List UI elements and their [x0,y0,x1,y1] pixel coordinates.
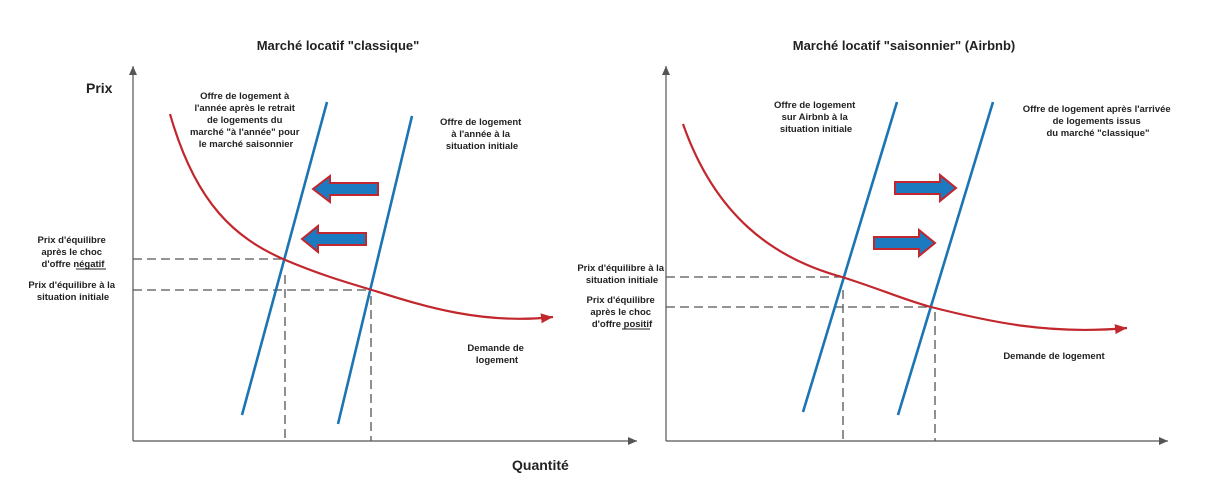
right-positif-emphasis: positif [624,319,653,330]
right-supply-initial-label: Offre de logement sur Airbnb à la situat… [774,100,858,135]
left-supply-shifted-label: Offre de logement à l'année après le ret… [190,91,302,150]
right-supply-initial-curve [801,101,899,413]
right-demand-curve [681,123,1128,335]
right-supply-shifted-label: Offre de logement après l'arrivée de log… [1023,104,1174,139]
left-supply-initial-label: Offre de logement à l'année à la situati… [440,117,524,152]
right-shift-arrow-bottom [873,227,937,259]
right-supply-shifted-curve [896,101,995,416]
right-price-initial-label: Prix d'équilibre à la situation initiale [577,263,666,286]
left-supply-initial-curve [336,115,414,425]
left-y-axis-label: Prix [86,80,113,96]
right-chart-title: Marché locatif "saisonnier" (Airbnb) [793,38,1016,53]
left-chart: Marché locatif "classique" Prix Quantité… [28,38,637,473]
left-shift-arrow-top [311,173,379,205]
left-demand-curve [168,113,554,324]
left-negatif-emphasis: négatif [73,259,105,270]
left-chart-title: Marché locatif "classique" [257,38,420,53]
left-price-after-label: Prix d'équilibre après le choc d'offre n… [38,235,109,270]
left-shift-arrow-bottom [300,223,367,255]
left-price-initial-label: Prix d'équilibre à la situation initiale [28,280,117,303]
right-chart: Marché locatif "saisonnier" (Airbnb) Off… [577,38,1174,445]
right-price-after-label: Prix d'équilibre après le choc d'offre p… [587,295,658,330]
left-demand-label: Demande de logement [467,343,526,366]
left-x-axis-label: Quantité [512,457,569,473]
right-demand-label: Demande de logement [1003,351,1105,362]
right-shift-arrow-top [894,172,958,204]
